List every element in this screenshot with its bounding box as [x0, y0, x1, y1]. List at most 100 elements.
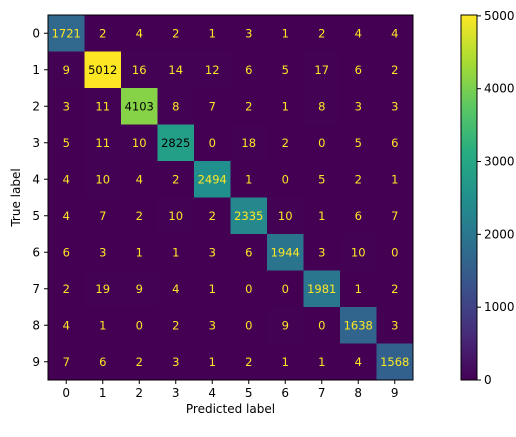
heatmap-cell [48, 270, 85, 308]
cell-value-label: 0 [282, 282, 289, 296]
heatmap-cell [157, 51, 195, 89]
cell-value-label: 10 [278, 209, 293, 223]
x-tick-label: 5 [245, 386, 253, 400]
heatmap-cell [230, 270, 268, 308]
cell-value-label: 3 [391, 99, 398, 113]
cell-value-label: 2 [391, 282, 398, 296]
colorbar-tick-label: 3000 [484, 155, 515, 169]
cell-value-label: 1 [391, 172, 398, 186]
cell-value-label: 1 [99, 318, 106, 332]
cell-value-label: 9 [136, 282, 143, 296]
cell-value-label: 2 [282, 136, 289, 150]
heatmap-cell [48, 51, 85, 89]
heatmap-cell [194, 307, 231, 344]
heatmap-cell [157, 161, 195, 198]
heatmap-cell [376, 88, 414, 125]
heatmap-cell [84, 15, 122, 52]
heatmap-cell [340, 270, 377, 308]
cell-value-label: 2494 [198, 172, 227, 186]
cell-value-label: 3 [355, 99, 362, 113]
heatmap-cell [340, 307, 377, 344]
cell-value-label: 3 [99, 245, 106, 259]
cell-value-label: 2 [245, 355, 252, 369]
heatmap-cell [340, 88, 377, 125]
cell-value-label: 1638 [344, 318, 373, 332]
cell-value-label: 6 [355, 63, 362, 77]
heatmap-cell [157, 15, 195, 52]
heatmap-cell [376, 307, 414, 344]
heatmap-cell [84, 124, 122, 162]
cell-value-label: 6 [391, 136, 398, 150]
cell-value-label: 0 [209, 136, 216, 150]
x-axis-label: Predicted label [186, 402, 275, 416]
x-tick-label: 8 [354, 386, 362, 400]
cell-value-label: 3 [63, 99, 70, 113]
x-tick-label: 0 [62, 386, 70, 400]
heatmap-cell [267, 51, 304, 89]
cell-value-label: 5 [318, 172, 325, 186]
heatmap-cell [230, 51, 268, 89]
heatmap-cell [376, 51, 414, 89]
cell-value-label: 5 [63, 136, 70, 150]
heatmap-cell [303, 15, 341, 52]
x-tick-label: 7 [318, 386, 326, 400]
cell-value-label: 10 [132, 136, 147, 150]
heatmap-cell [340, 161, 377, 198]
cell-value-label: 1 [209, 355, 216, 369]
cell-value-label: 11 [95, 136, 110, 150]
cell-value-label: 0 [136, 318, 143, 332]
cell-value-label: 5012 [88, 63, 117, 77]
cell-value-label: 10 [351, 245, 366, 259]
cell-value-label: 8 [318, 99, 325, 113]
y-tick-label: 9 [32, 355, 40, 369]
heatmap-cell [230, 307, 268, 344]
cell-value-label: 6 [245, 63, 252, 77]
heatmap-cell [157, 343, 195, 381]
heatmap-cell [48, 15, 85, 52]
heatmap-cell [376, 15, 414, 52]
x-tick-label: 2 [135, 386, 143, 400]
cell-value-label: 4 [355, 355, 362, 369]
cell-value-label: 11 [95, 99, 110, 113]
cell-value-label: 2 [391, 63, 398, 77]
cell-value-label: 4 [355, 26, 362, 40]
heatmap-cell [194, 124, 231, 162]
heatmap-cell [303, 197, 341, 235]
heatmap-cell [121, 234, 158, 271]
cell-value-label: 19 [95, 282, 110, 296]
heatmap-cell [303, 234, 341, 271]
heatmap-cell [84, 270, 122, 308]
cell-value-label: 0 [282, 172, 289, 186]
cell-value-label: 4 [63, 209, 70, 223]
cell-value-label: 1 [318, 209, 325, 223]
heatmap-cell [230, 234, 268, 271]
colorbar [460, 14, 478, 381]
cell-value-label: 16 [132, 63, 147, 77]
heatmap-cell [376, 197, 414, 235]
heatmap-cell [230, 197, 268, 235]
heatmap-cell [376, 161, 414, 198]
heatmap-cell [267, 197, 304, 235]
cell-value-labels: 1721 2 4 2 1 3 1 2 4 49 5012 16 14 12 6 5 17 6 23 11 4103 8 7 2… [52, 26, 410, 369]
heatmap-cell [303, 270, 341, 308]
heatmap-cell [230, 15, 268, 52]
cell-value-label: 2825 [161, 136, 190, 150]
heatmap-cell [84, 307, 122, 344]
cell-value-label: 3 [245, 26, 252, 40]
y-tick-label: 6 [32, 245, 40, 259]
heatmap-cell [48, 197, 85, 235]
x-tick-label: 3 [172, 386, 180, 400]
cell-value-label: 3 [209, 318, 216, 332]
heatmap-cell [303, 124, 341, 162]
y-axis-label: True label [9, 168, 23, 227]
cell-value-label: 1 [355, 282, 362, 296]
cell-value-label: 2 [63, 282, 70, 296]
heatmap-cell [267, 234, 304, 271]
cell-value-label: 7 [391, 209, 398, 223]
y-tick-label: 4 [32, 172, 40, 186]
heatmap-cell [267, 343, 304, 381]
cell-value-label: 1 [209, 282, 216, 296]
colorbar-ticks: 0 1000 2000 3000 4000 5000 [477, 9, 515, 387]
heatmap-cell [303, 307, 341, 344]
cell-value-label: 4 [391, 26, 398, 40]
